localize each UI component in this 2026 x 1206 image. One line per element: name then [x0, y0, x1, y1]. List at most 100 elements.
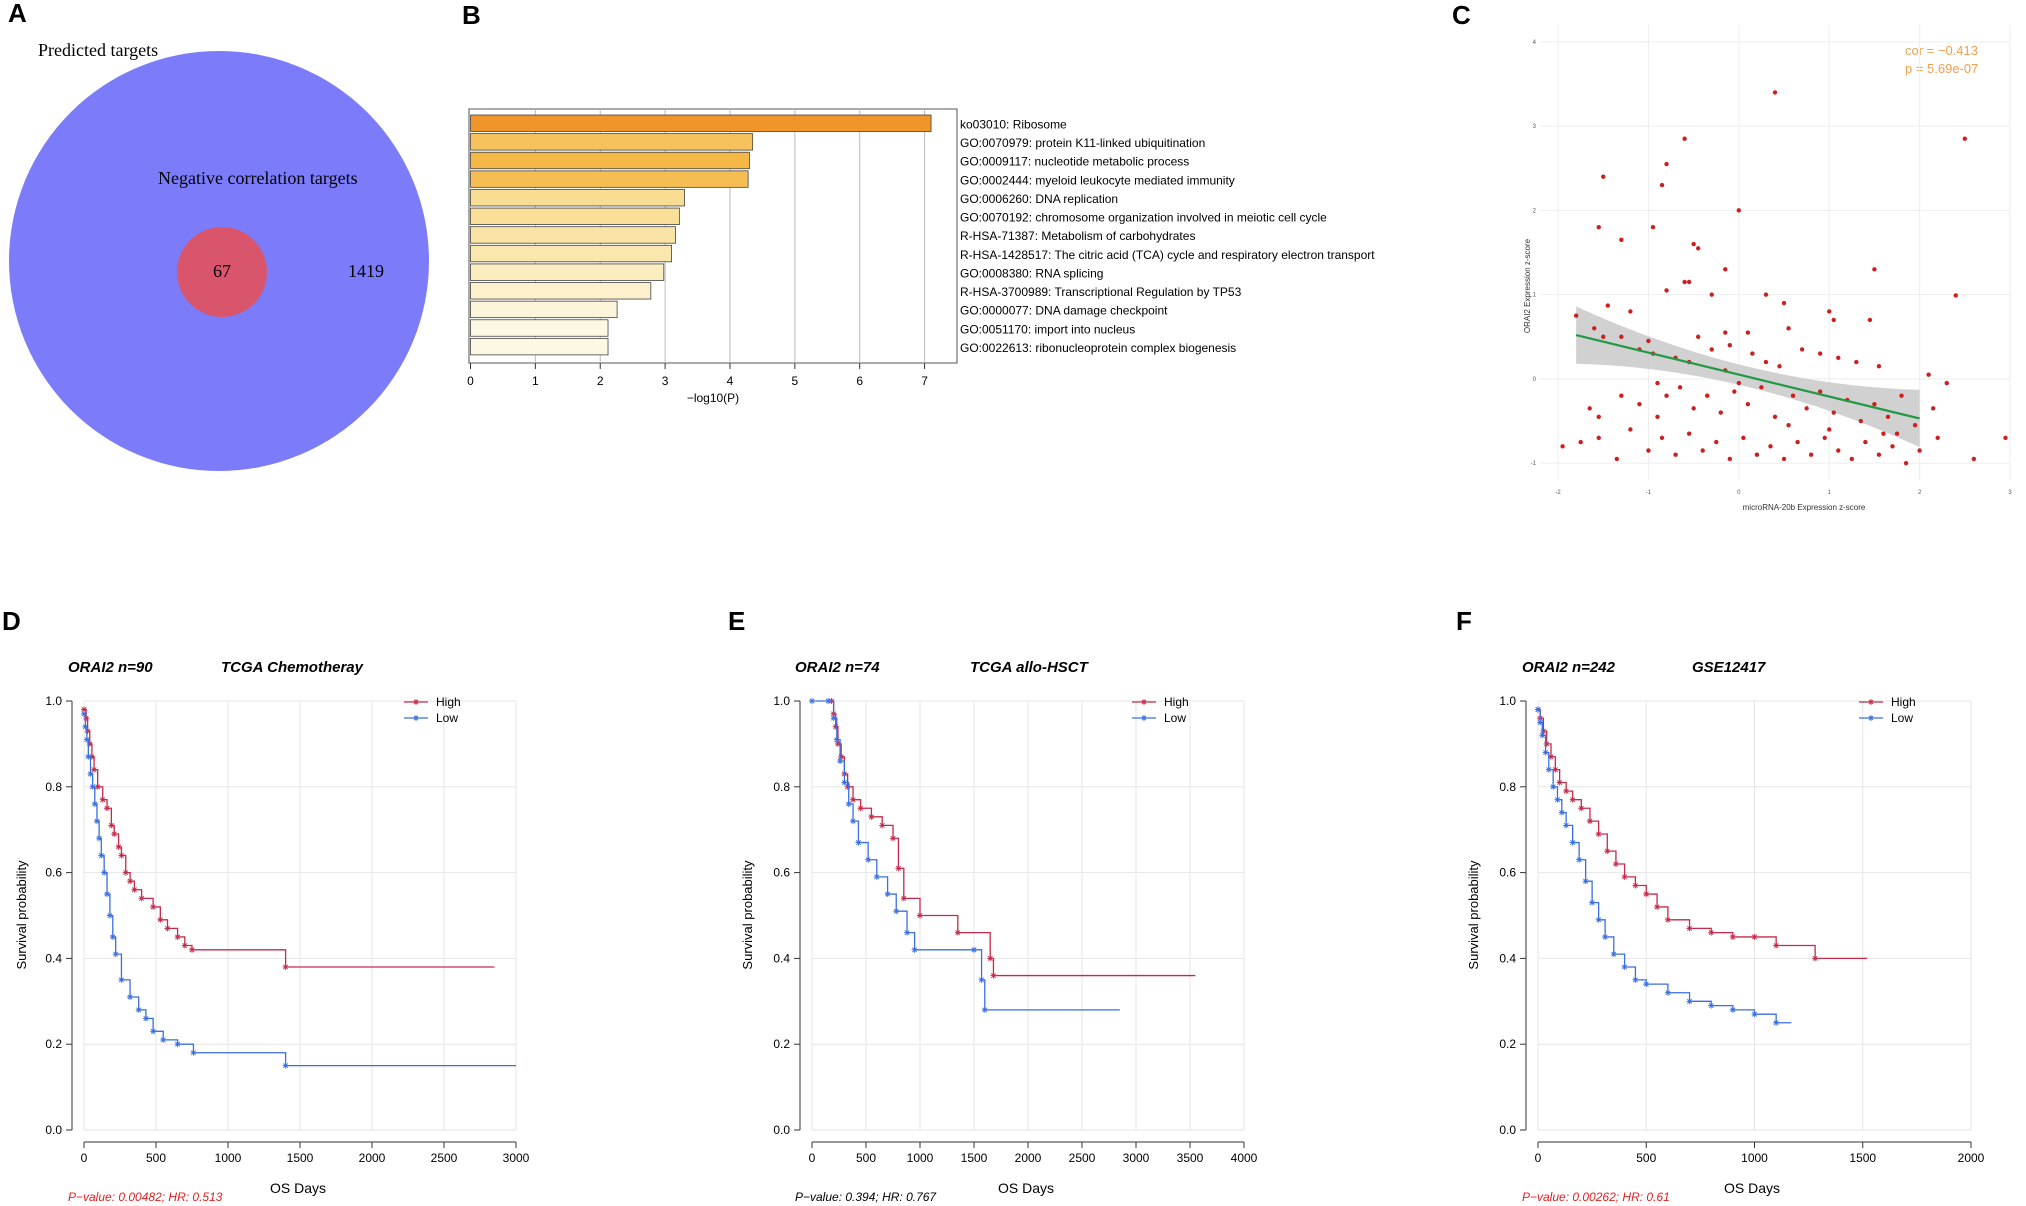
km-censor-mark [106, 912, 113, 919]
enrichment-term-label: GO:0008380: RNA splicing [960, 266, 1103, 280]
km-censor-mark [879, 822, 886, 829]
km-censor-mark [990, 972, 997, 979]
scatter-point [2003, 435, 2008, 441]
km-censor-mark [1751, 1011, 1758, 1018]
km-censor-mark [890, 835, 896, 842]
panel-letter-d: D [2, 606, 21, 636]
scatter-point [1560, 444, 1565, 449]
km-d-y-axis-label: Survival probability [14, 860, 29, 970]
km-censor-mark [88, 753, 95, 760]
km-censor-mark [1708, 1002, 1715, 1009]
scatter-point [1881, 431, 1886, 436]
scatter-point [1903, 460, 1909, 466]
km-x-tick-label: 3000 [1123, 1151, 1150, 1165]
km-censor-mark [85, 753, 92, 760]
scatter-point [1587, 406, 1592, 411]
km-x-tick-label: 500 [146, 1151, 166, 1165]
scatter-point [1691, 406, 1696, 411]
km-legend-label-high: High [1164, 695, 1189, 709]
scatter-point [1628, 427, 1633, 432]
enrichment-bar [470, 151, 750, 170]
km-curve-high [831, 700, 1196, 977]
scatter-point [1601, 334, 1606, 339]
km-y-tick-label: 0.0 [1499, 1123, 1516, 1137]
km-censor-mark [857, 805, 864, 812]
km-legend-marker [1141, 699, 1147, 705]
km-curve-low [812, 700, 1120, 1011]
enrichment-term-label: R-HSA-3700989: Transcriptional Regulatio… [960, 285, 1242, 299]
scatter-point [1677, 385, 1683, 390]
km-censor-mark [122, 869, 129, 876]
km-censor-mark [917, 912, 923, 919]
km-x-tick-label: 0 [809, 1151, 816, 1165]
km-curve-low [1538, 708, 1792, 1024]
scatter-y-tick-label: 4 [1533, 40, 1537, 46]
km-f-pvalue: P−value: 0.00262; HR: 0.61 [1522, 1190, 1670, 1204]
scatter-point [1754, 452, 1760, 457]
scatter-point [1926, 372, 1931, 377]
km-x-tick-label: 1500 [961, 1151, 988, 1165]
km-x-tick-label: 1500 [287, 1151, 314, 1165]
km-x-tick-label: 500 [856, 1151, 876, 1165]
km-censor-mark [838, 753, 845, 760]
km-d-x-axis-label: OS Days [270, 1180, 326, 1196]
scatter-point [1619, 237, 1624, 243]
km-legend-label-low: Low [436, 711, 458, 725]
venn-count-overlap: 67 [213, 261, 231, 281]
scatter-point [1759, 385, 1764, 390]
panel-letter-c: C [1452, 0, 1471, 30]
km-censor-mark [873, 873, 880, 880]
km-censor-mark [1543, 740, 1550, 747]
km-y-tick-label: 0.2 [45, 1037, 62, 1051]
scatter-point [1714, 439, 1719, 445]
scatter-x-tick-label: 1 [1828, 490, 1832, 496]
km-censor-mark [904, 929, 911, 936]
scatter-point [1682, 136, 1687, 141]
km-censor-mark [1535, 706, 1541, 713]
km-censor-mark [81, 710, 87, 717]
km-censor-mark [150, 1028, 157, 1035]
km-censor-mark [830, 715, 837, 722]
km-censor-mark [900, 895, 907, 902]
km-f-gene-label: ORAI2 n=242 [1522, 659, 1616, 676]
km-censor-mark [99, 796, 106, 803]
enrichment-bar [470, 244, 672, 263]
km-censor-mark [981, 1006, 988, 1013]
enrichment-x-tick-label: 4 [727, 374, 734, 388]
scatter-point [1772, 414, 1778, 420]
km-legend-marker [413, 699, 419, 705]
venn-label-negative-correlation-targets: Negative correlation targets [158, 168, 358, 188]
km-censor-mark [93, 818, 100, 825]
km-y-tick-label: 0.8 [45, 780, 62, 794]
km-y-tick-label: 1.0 [45, 694, 62, 708]
km-censor-mark [1773, 942, 1780, 949]
km-censor-mark [91, 800, 98, 807]
scatter-point [1917, 448, 1922, 453]
km-censor-mark [832, 723, 839, 730]
km-censor-mark [865, 856, 872, 863]
km-censor-mark [834, 740, 841, 747]
km-y-tick-label: 0.8 [773, 780, 790, 794]
km-censor-mark [104, 805, 111, 812]
scatter-point [1619, 334, 1624, 339]
scatter-point [1659, 435, 1665, 441]
km-y-tick-label: 0.6 [45, 866, 62, 880]
km-censor-mark [1542, 749, 1549, 756]
km-censor-mark [83, 715, 90, 722]
scatter-x-tick-label: 0 [1737, 490, 1741, 496]
km-censor-mark [1729, 1006, 1736, 1013]
km-y-tick-label: 1.0 [773, 694, 790, 708]
enrichment-term-label: GO:0002444: myeloid leukocyte mediated i… [960, 173, 1235, 187]
km-censor-mark [1554, 796, 1561, 803]
km-censor-mark [111, 830, 118, 837]
scatter-point [1804, 406, 1809, 411]
scatter-point [1596, 435, 1601, 441]
scatter-point [1686, 279, 1692, 285]
scatter-point [1799, 347, 1805, 352]
km-y-tick-label: 0.2 [773, 1037, 790, 1051]
km-censor-mark [1604, 848, 1611, 855]
scatter-point [1727, 342, 1733, 348]
km-censor-mark [1632, 976, 1639, 983]
scatter-point [1596, 225, 1601, 230]
